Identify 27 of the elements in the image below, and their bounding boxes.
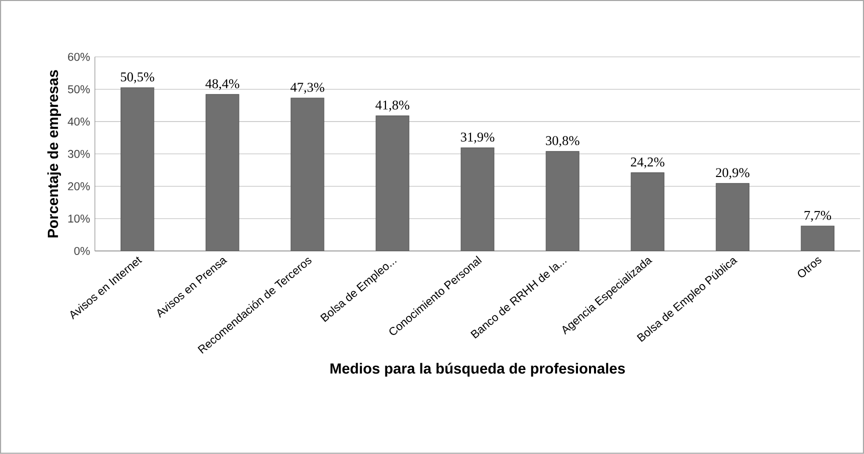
bar xyxy=(460,148,494,252)
data-label: 47,3% xyxy=(290,82,324,94)
bar xyxy=(120,87,154,252)
bar xyxy=(800,226,834,252)
data-label: 7,7% xyxy=(804,210,832,222)
data-label: 48,4% xyxy=(205,79,240,90)
bar xyxy=(290,98,324,252)
data-label: 24,2% xyxy=(630,158,664,168)
bar xyxy=(376,116,410,252)
data-label: 30,8% xyxy=(546,136,580,148)
bar xyxy=(630,172,664,252)
y-tick-label: 0% xyxy=(74,247,90,256)
y-tick-label: 10% xyxy=(68,214,90,223)
bar xyxy=(716,183,750,252)
data-label: 41,8% xyxy=(376,100,410,112)
y-tick-label: 50% xyxy=(68,85,90,94)
y-tick-label: 60% xyxy=(68,52,90,61)
y-axis-title: Porcentaje de empresas xyxy=(47,70,61,238)
data-label: 20,9% xyxy=(716,168,750,180)
y-tick-label: 20% xyxy=(68,182,90,190)
y-tick-label: 40% xyxy=(68,118,90,126)
bar xyxy=(546,151,580,252)
x-axis-title: Medios para la búsqueda de profesionales xyxy=(330,362,625,377)
data-label: 31,9% xyxy=(460,132,494,144)
bar xyxy=(206,94,240,252)
y-tick-label: 30% xyxy=(68,150,90,158)
data-label: 50,5% xyxy=(120,72,154,84)
